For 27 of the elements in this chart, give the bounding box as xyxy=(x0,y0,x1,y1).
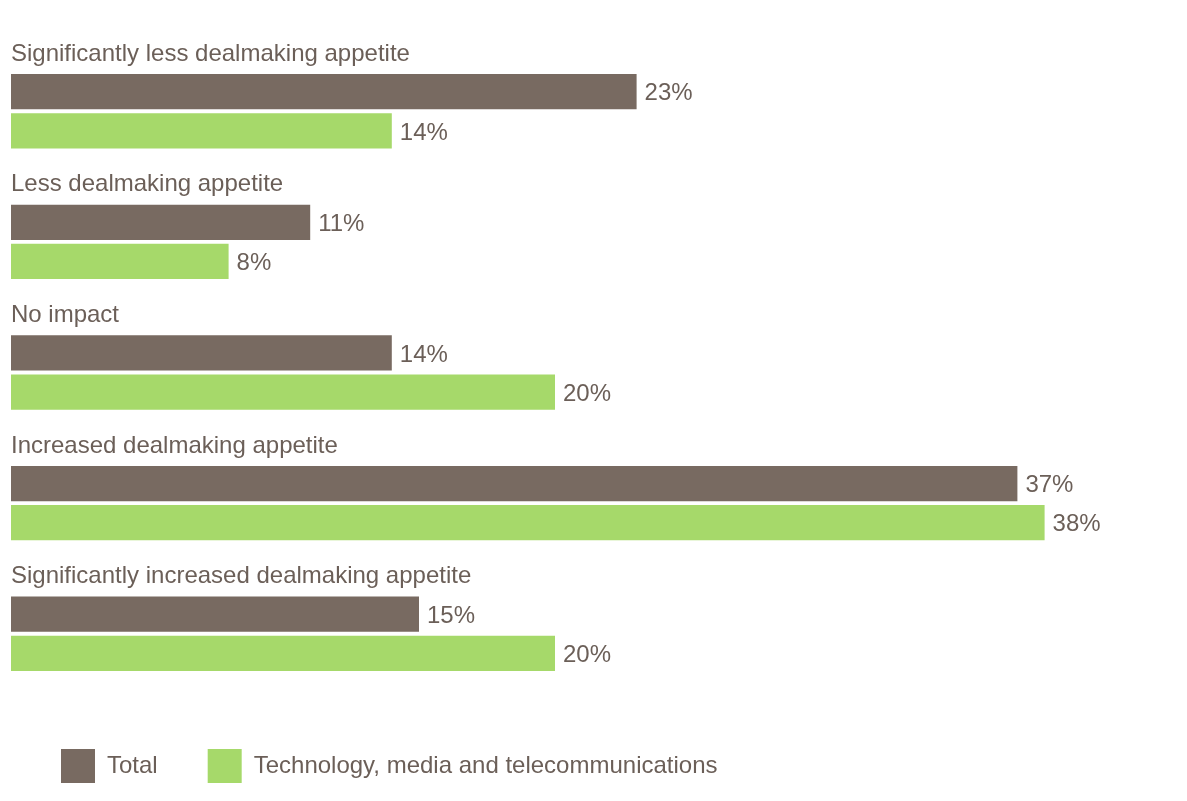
y-tick-label: No impact xyxy=(11,299,120,327)
data-label: 38% xyxy=(1052,509,1101,537)
data-label: 23% xyxy=(644,78,693,106)
bar xyxy=(11,113,392,149)
legend-label: Technology, media and telecommunications xyxy=(253,750,718,778)
bar xyxy=(11,74,637,110)
legend-label: Total xyxy=(107,750,158,778)
bar xyxy=(11,596,419,632)
bar xyxy=(11,243,229,280)
data-label: 20% xyxy=(563,378,612,406)
data-label: 14% xyxy=(399,117,448,145)
y-tick-label: Significantly less dealmaking appetite xyxy=(11,38,410,66)
data-label: 15% xyxy=(427,600,476,628)
y-tick-label: Less dealmaking appetite xyxy=(11,169,284,197)
bar xyxy=(11,335,392,371)
data-label: 37% xyxy=(1025,470,1074,498)
data-label: 20% xyxy=(563,639,612,667)
y-tick-label: Significantly increased dealmaking appetite xyxy=(11,561,472,589)
data-label: 11% xyxy=(318,208,365,236)
bar xyxy=(11,374,555,410)
bar xyxy=(11,505,1045,541)
bar xyxy=(11,465,1018,502)
data-label: 8% xyxy=(236,248,272,276)
y-tick-label: Increased dealmaking appetite xyxy=(11,430,338,458)
bar xyxy=(11,635,555,671)
bar xyxy=(11,204,311,240)
data-label: 14% xyxy=(399,339,448,367)
